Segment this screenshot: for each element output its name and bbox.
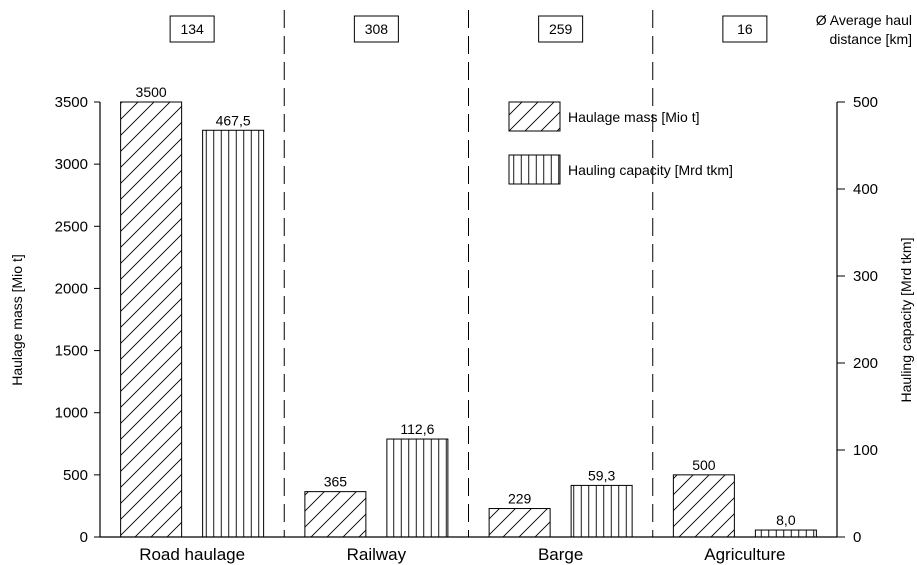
left-tick-label-1: 500 xyxy=(63,467,88,484)
right-tick-label-2: 200 xyxy=(853,355,878,372)
right-tick-label-1: 100 xyxy=(853,442,878,459)
legend-swatch-hauling-capacity xyxy=(508,154,561,185)
category-label-0: Road haulage xyxy=(139,545,245,564)
distance-box-3 xyxy=(722,15,768,43)
y-axis-label-right: Hauling capacity [Mrd tkm] xyxy=(898,238,914,403)
bar-capacity-3 xyxy=(754,529,817,538)
category-labels: Road haulage Railway Barge Agriculture xyxy=(139,545,785,564)
left-ticks: 0 500 1000 1500 2000 2500 3000 3500 xyxy=(55,94,100,546)
right-tick-label-3: 300 xyxy=(853,268,878,285)
bar-label-mass-0: 3500 xyxy=(136,84,167,100)
left-tick-label-6: 3000 xyxy=(55,156,88,173)
right-tick-label-4: 400 xyxy=(853,181,878,198)
left-tick-label-0: 0 xyxy=(80,529,88,546)
bar-capacity-0 xyxy=(202,129,265,538)
distance-box-2 xyxy=(538,15,584,43)
legend-swatch-haulage-mass xyxy=(508,101,561,132)
bar-label-capacity-3: 8,0 xyxy=(776,512,796,528)
right-tick-label-5: 500 xyxy=(853,94,878,111)
right-tick-label-0: 0 xyxy=(853,529,861,546)
legend-label-haulage-mass: Haulage mass [Mio t] xyxy=(568,109,700,125)
left-tick-label-4: 2000 xyxy=(55,280,88,297)
left-tick-label-5: 2500 xyxy=(55,218,88,235)
bar-mass-0 xyxy=(120,101,183,538)
bar-value-labels: 3500 467,5 365 112,6 229 59,3 500 8,0 xyxy=(136,84,796,528)
bar-label-capacity-2: 59,3 xyxy=(588,467,615,483)
category-dividers xyxy=(283,10,654,537)
distance-box-0 xyxy=(169,15,215,43)
bar-mass-2 xyxy=(488,508,551,538)
category-label-3: Agriculture xyxy=(704,545,785,564)
distance-box-1 xyxy=(353,15,399,43)
legend-label-hauling-capacity: Hauling capacity [Mrd tkm] xyxy=(568,162,733,178)
bars-group xyxy=(120,101,817,538)
bar-capacity-1 xyxy=(386,438,449,538)
category-label-2: Barge xyxy=(538,545,583,564)
distance-value-2: 259 xyxy=(549,21,573,37)
bar-mass-3 xyxy=(672,474,735,538)
distance-value-3: 16 xyxy=(737,21,753,37)
legend: Haulage mass [Mio t] Hauling capacity [M… xyxy=(508,101,733,185)
distance-value-1: 308 xyxy=(365,21,389,37)
bar-label-mass-1: 365 xyxy=(324,474,348,490)
right-ticks: 0 100 200 300 400 500 xyxy=(837,94,878,546)
bar-label-capacity-0: 467,5 xyxy=(216,112,251,128)
left-tick-label-3: 1500 xyxy=(55,343,88,360)
left-tick-label-2: 1000 xyxy=(55,405,88,422)
distance-value-0: 134 xyxy=(180,21,204,37)
y-axis-label-left: Haulage mass [Mio t] xyxy=(9,254,25,386)
bar-label-mass-3: 500 xyxy=(692,457,716,473)
category-label-1: Railway xyxy=(347,545,407,564)
avg-distance-label-line2: distance [km] xyxy=(830,31,912,47)
left-tick-label-7: 3500 xyxy=(55,94,88,111)
average-distance-boxes: 134 308 259 16 xyxy=(169,15,768,43)
bar-capacity-2 xyxy=(570,484,633,538)
bar-label-capacity-1: 112,6 xyxy=(400,421,434,437)
bar-label-mass-2: 229 xyxy=(508,491,532,507)
axes xyxy=(99,102,838,538)
bar-mass-1 xyxy=(304,491,367,538)
avg-distance-label-line1: Ø Average haul xyxy=(816,12,912,28)
